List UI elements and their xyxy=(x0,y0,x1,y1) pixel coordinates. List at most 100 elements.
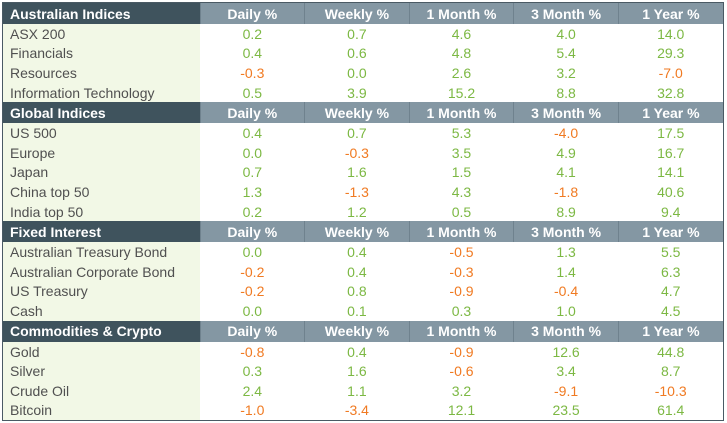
row-name: Europe xyxy=(3,142,200,163)
value-cell-3-month: -1.8 xyxy=(554,183,579,200)
column-header-3-month: 3 Month % xyxy=(513,3,619,24)
value-cell-1-month: -0.5 xyxy=(449,244,474,261)
value-cell-daily: 0.3 xyxy=(242,363,263,380)
table-row: Cash 0.0 0.1 0.3 1.0 4.5 xyxy=(3,301,723,321)
value-cell-1-year: 14.1 xyxy=(657,164,685,181)
table-row: Silver 0.3 1.6 -0.6 3.4 8.7 xyxy=(3,361,723,381)
column-header-1-month: 1 Month % xyxy=(408,3,514,24)
value-cell-1-month: 12.1 xyxy=(447,402,476,419)
value-cell-daily: 0.7 xyxy=(242,164,263,181)
value-cell-1-year: 32.8 xyxy=(657,84,685,101)
value-cell-1-month: 0.5 xyxy=(451,203,472,220)
value-cell-1-year: 61.4 xyxy=(657,402,685,419)
column-header-daily: Daily % xyxy=(199,3,305,24)
value-cell-1-month: -0.9 xyxy=(449,343,474,360)
row-name: Financials xyxy=(3,43,200,64)
value-cell-weekly: 0.0 xyxy=(347,64,367,81)
value-cell-1-month: 4.6 xyxy=(451,25,472,42)
column-header-1-month: 1 Month % xyxy=(408,221,514,243)
column-header-3-month: 3 Month % xyxy=(513,102,619,124)
value-cell-3-month: 3.4 xyxy=(556,363,576,380)
value-cell-1-year: 16.7 xyxy=(657,144,685,161)
section-header-commodities-and-crypto: Commodities & Crypto Daily % Weekly % 1 Mon… xyxy=(3,320,723,342)
value-cell-weekly: 1.2 xyxy=(347,203,367,220)
value-cell-3-month: 4.9 xyxy=(556,144,576,161)
section-header-australian-indices: Australian Indices Daily % Weekly % 1 Month… xyxy=(3,3,723,24)
value-cell-1-month: 5.3 xyxy=(451,125,472,142)
value-cell-3-month: -4.0 xyxy=(554,125,579,142)
value-cell-daily: -0.3 xyxy=(240,64,265,81)
value-cell-daily: -0.2 xyxy=(240,263,265,280)
value-cell-3-month: 12.6 xyxy=(552,343,580,360)
section-title: Commodities & Crypto xyxy=(3,320,200,342)
row-name: Australian Corporate Bond xyxy=(3,261,200,282)
column-header-1-year: 1 Year % xyxy=(617,221,723,243)
value-cell-1-year: 17.5 xyxy=(657,125,685,142)
table-row: Gold -0.8 0.4 -0.9 12.6 44.8 xyxy=(3,341,723,362)
row-name: ASX 200 xyxy=(3,24,200,44)
value-cell-1-month: -0.9 xyxy=(449,283,474,300)
value-cell-daily: 0.0 xyxy=(242,244,263,261)
value-cell-daily: 0.4 xyxy=(242,125,263,142)
row-name: Information Technology xyxy=(3,82,200,103)
value-cell-3-month: 8.9 xyxy=(556,203,576,220)
value-cell-weekly: 0.8 xyxy=(347,283,367,300)
column-header-3-month: 3 Month % xyxy=(513,221,619,243)
value-cell-weekly: 0.7 xyxy=(347,125,367,142)
table-row: India top 50 0.2 1.2 0.5 8.9 9.4 xyxy=(3,201,723,222)
value-cell-weekly: -0.3 xyxy=(344,144,369,161)
section-title: Fixed Interest xyxy=(3,221,200,243)
value-cell-daily: -1.0 xyxy=(240,402,265,419)
row-name: US 500 xyxy=(3,123,200,143)
value-cell-3-month: 4.1 xyxy=(556,164,576,181)
value-cell-weekly: 0.4 xyxy=(347,263,367,280)
value-cell-1-month: -0.3 xyxy=(449,263,474,280)
row-name: Australian Treasury Bond xyxy=(3,242,200,262)
value-cell-weekly: 0.4 xyxy=(347,343,367,360)
value-cell-daily: 1.3 xyxy=(242,183,263,200)
row-name: Bitcoin xyxy=(3,400,200,421)
row-name: India top 50 xyxy=(3,201,200,222)
value-cell-3-month: 23.5 xyxy=(552,402,580,419)
value-cell-weekly: 0.6 xyxy=(347,45,367,62)
value-cell-1-month: 1.5 xyxy=(451,164,472,181)
column-header-3-month: 3 Month % xyxy=(513,320,619,342)
value-cell-daily: 0.4 xyxy=(242,45,263,62)
value-cell-3-month: -0.4 xyxy=(554,283,579,300)
section-header-fixed-interest: Fixed Interest Daily % Weekly % 1 Month % 3 … xyxy=(3,221,723,243)
column-header-weekly: Weekly % xyxy=(304,102,410,124)
value-cell-1-month: -0.6 xyxy=(449,363,474,380)
table-row: Europe 0.0 -0.3 3.5 4.9 16.7 xyxy=(3,142,723,163)
value-cell-1-year: 8.7 xyxy=(660,363,681,380)
column-header-1-month: 1 Month % xyxy=(408,102,514,124)
value-cell-daily: 0.2 xyxy=(242,203,263,220)
value-cell-1-month: 3.2 xyxy=(451,382,472,399)
table-row: US Treasury -0.2 0.8 -0.9 -0.4 4.7 xyxy=(3,281,723,302)
value-cell-1-month: 4.8 xyxy=(451,45,472,62)
row-name: US Treasury xyxy=(3,281,200,302)
table-row: Financials 0.4 0.6 4.8 5.4 29.3 xyxy=(3,43,723,64)
column-header-weekly: Weekly % xyxy=(304,320,410,342)
value-cell-1-month: 3.5 xyxy=(451,144,472,161)
section-header-global-indices: Global Indices Daily % Weekly % 1 Month % 3 … xyxy=(3,102,723,124)
column-header-daily: Daily % xyxy=(199,320,305,342)
value-cell-weekly: 1.6 xyxy=(347,363,367,380)
table-row: ASX 200 0.2 0.7 4.6 4.0 14.0 xyxy=(3,24,723,44)
value-cell-1-year: -10.3 xyxy=(654,382,687,399)
value-cell-1-year: 29.3 xyxy=(657,45,685,62)
table-row: Crude Oil 2.4 1.1 3.2 -9.1 -10.3 xyxy=(3,380,723,401)
table-row: China top 50 1.3 -1.3 4.3 -1.8 40.6 xyxy=(3,182,723,202)
table-row: Resources -0.3 0.0 2.6 3.2 -7.0 xyxy=(3,63,723,83)
value-cell-1-year: -7.0 xyxy=(658,64,683,81)
value-cell-1-year: 44.8 xyxy=(657,343,685,360)
value-cell-1-year: 9.4 xyxy=(660,203,681,220)
value-cell-3-month: 1.4 xyxy=(556,263,576,280)
column-header-weekly: Weekly % xyxy=(304,221,410,243)
table-row: Australian Corporate Bond -0.2 0.4 -0.3 1.4 6… xyxy=(3,261,723,282)
section-title: Australian Indices xyxy=(3,3,200,24)
table-row: Information Technology 0.5 3.9 15.2 8.8 32.8 xyxy=(3,82,723,103)
table-row: US 500 0.4 0.7 5.3 -4.0 17.5 xyxy=(3,123,723,143)
value-cell-1-year: 6.3 xyxy=(660,263,681,280)
value-cell-weekly: 0.7 xyxy=(347,25,367,42)
